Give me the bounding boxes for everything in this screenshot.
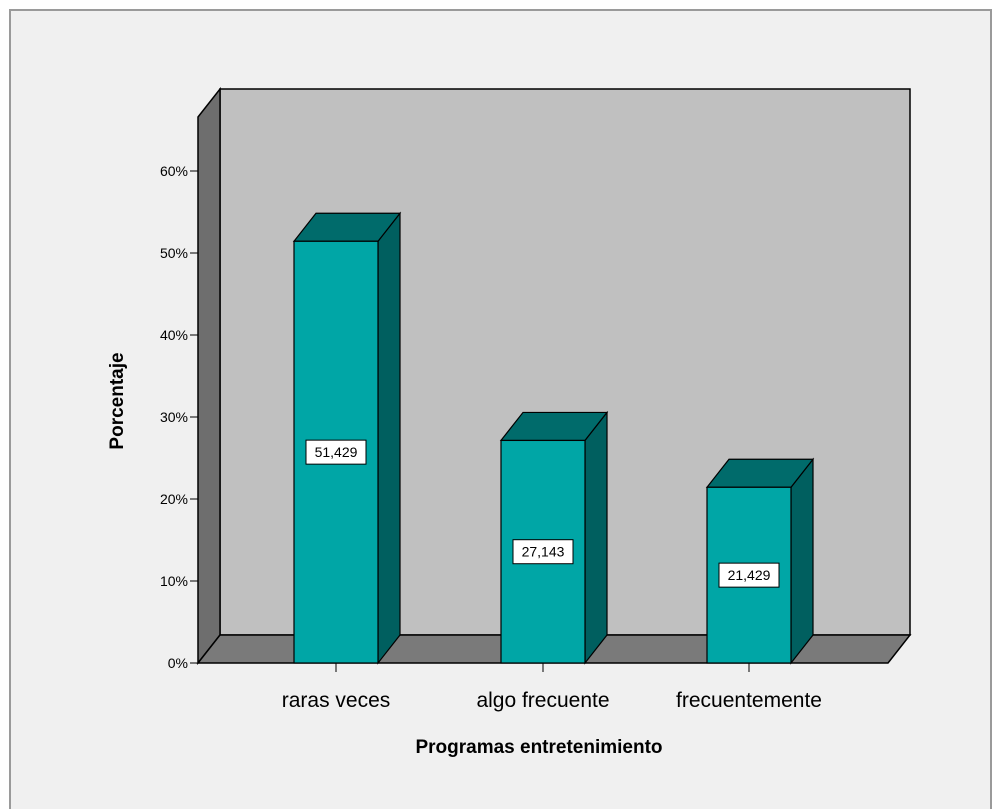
y-tick-label: 30% bbox=[160, 409, 188, 425]
side-wall bbox=[197, 86, 221, 666]
data-label: 21,429 bbox=[728, 567, 771, 583]
bar-3: 21,429 bbox=[705, 457, 815, 665]
y-tick-label: 50% bbox=[160, 245, 188, 261]
x-axis-title: Programas entretenimiento bbox=[415, 737, 662, 758]
chart-svg: 0%10%20%30%40%50%60% 51,42927,14321,429 … bbox=[107, 86, 912, 758]
bar-side bbox=[584, 410, 608, 665]
bar-1: 51,429 bbox=[292, 211, 402, 665]
data-label-box bbox=[305, 439, 367, 465]
x-tick-label: raras veces bbox=[282, 689, 391, 712]
bar-side bbox=[790, 457, 814, 665]
y-axis-title: Porcentaje bbox=[107, 352, 128, 449]
data-label-box bbox=[718, 562, 780, 588]
data-label: 51,429 bbox=[315, 444, 358, 460]
y-tick-label: 60% bbox=[160, 163, 188, 179]
chart-frame: 0% 10% 20% 30% 40% 50% 60% 51,429 27,143 21,429 … bbox=[9, 9, 992, 809]
bar-2: 27,143 bbox=[499, 410, 609, 665]
bar-side bbox=[377, 211, 401, 665]
x-axis: raras veces algo frecuente frecuentemente bbox=[282, 663, 822, 712]
y-axis: 0% 10% 20% 30% 40% 50% 60% bbox=[160, 163, 198, 671]
x-tick-label: frecuentemente bbox=[676, 689, 822, 712]
y-tick-label: 40% bbox=[160, 327, 188, 343]
data-label-box bbox=[512, 539, 574, 565]
data-label: 27,143 bbox=[522, 544, 565, 560]
y-tick-label: 20% bbox=[160, 491, 188, 507]
bars: 51,429 27,143 21,429 bbox=[292, 211, 815, 665]
x-tick-label: algo frecuente bbox=[476, 689, 609, 712]
y-tick-label: 10% bbox=[160, 573, 188, 589]
y-tick-label: 0% bbox=[168, 655, 188, 671]
